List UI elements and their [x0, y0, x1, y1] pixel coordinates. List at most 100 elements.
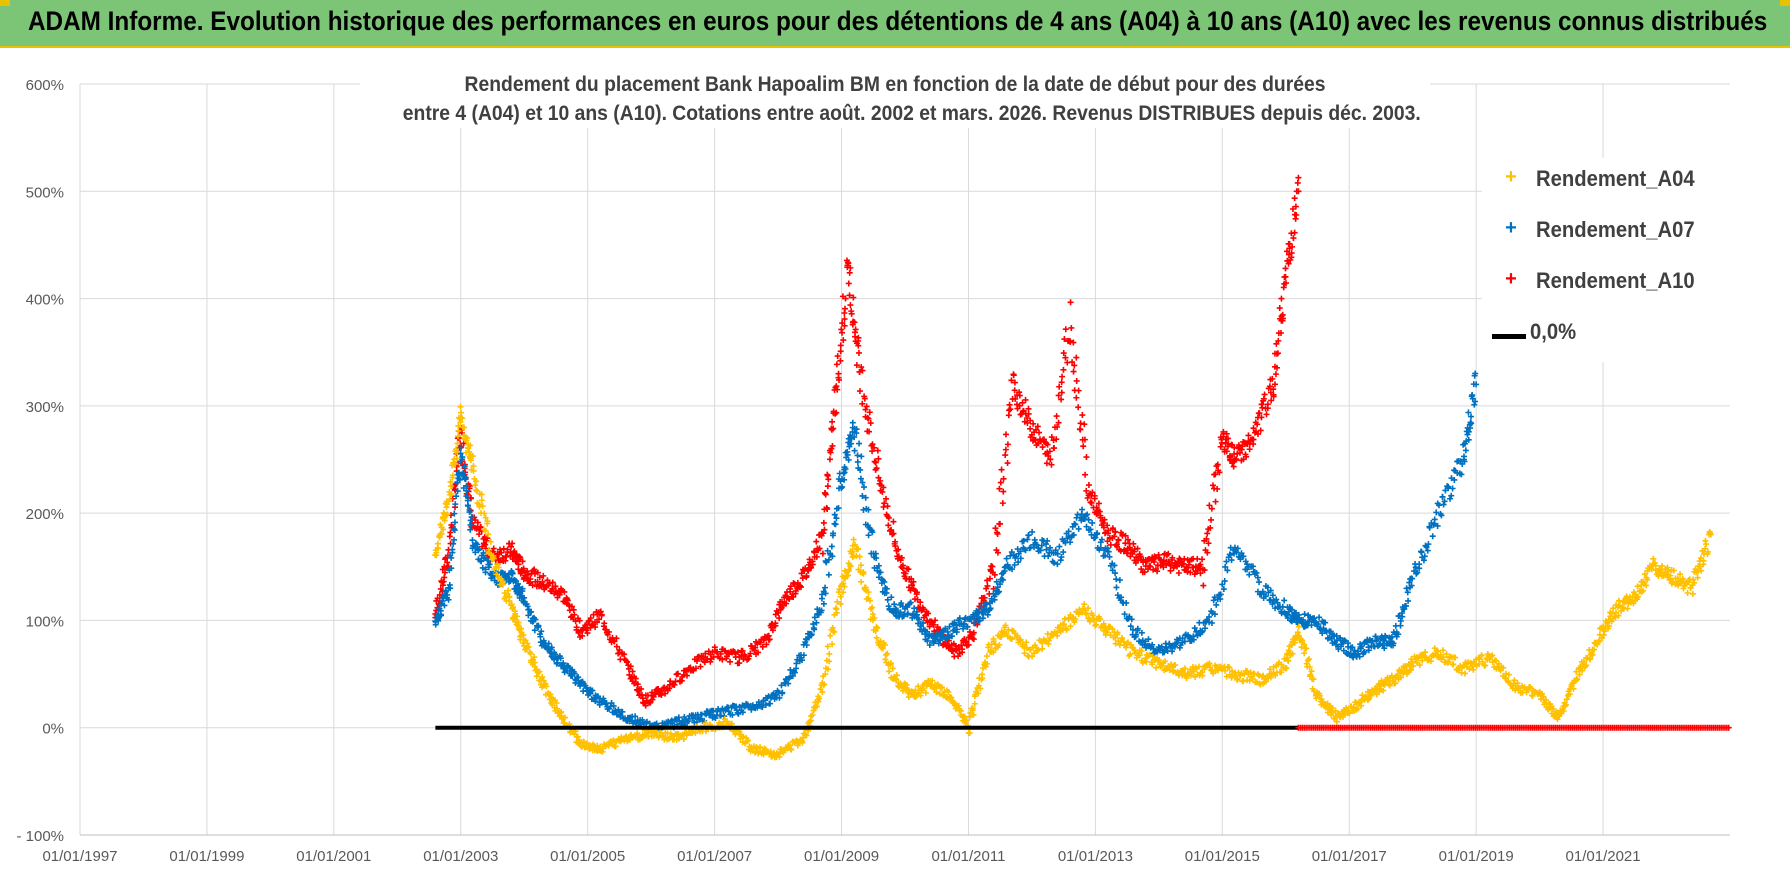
- data-point: [1295, 188, 1302, 195]
- data-point: [553, 660, 560, 667]
- data-point: [897, 609, 904, 616]
- data-point: [858, 453, 865, 460]
- data-point: [809, 558, 816, 565]
- data-point: [803, 572, 810, 579]
- data-point: [450, 540, 457, 547]
- data-point: [549, 579, 556, 586]
- data-point: [1047, 456, 1054, 463]
- data-point: [674, 670, 681, 677]
- data-point: [1233, 456, 1240, 463]
- data-point: [924, 637, 931, 644]
- data-point: [1039, 444, 1046, 451]
- data-point: [970, 636, 977, 643]
- data-point: [775, 609, 782, 616]
- data-point: [1208, 516, 1215, 523]
- data-point: [787, 583, 794, 590]
- data-point: [1206, 502, 1213, 509]
- data-point: [872, 459, 879, 466]
- data-point: [926, 642, 933, 649]
- data-point: [1088, 500, 1095, 507]
- data-point: [793, 660, 800, 667]
- data-point: [895, 546, 902, 553]
- data-point: [800, 652, 807, 659]
- data-point: [729, 711, 736, 718]
- data-point: [1011, 387, 1018, 394]
- data-point: [879, 488, 886, 495]
- data-point: [519, 558, 526, 565]
- x-tick-label: 01/01/2005: [550, 848, 625, 865]
- data-point: [992, 525, 999, 532]
- data-point: [1290, 235, 1297, 242]
- data-point: [953, 622, 960, 629]
- data-point: [1222, 563, 1229, 570]
- data-point: [1254, 421, 1261, 428]
- data-point: [1012, 395, 1019, 402]
- y-tick-label: - 100%: [16, 828, 64, 845]
- data-point: [1268, 397, 1275, 404]
- data-point: [846, 292, 853, 299]
- data-point: [568, 603, 575, 610]
- data-point: [857, 475, 864, 482]
- data-point: [839, 329, 846, 336]
- data-point: [886, 668, 893, 675]
- data-point: [710, 707, 717, 714]
- data-point: [1060, 549, 1067, 556]
- data-point: [793, 665, 800, 672]
- data-point: [624, 658, 631, 665]
- data-point: [697, 663, 704, 670]
- data-point: [1048, 434, 1055, 441]
- data-point: [858, 364, 865, 371]
- data-point: [1624, 605, 1631, 612]
- data-point: [1061, 336, 1068, 343]
- data-point: [987, 605, 994, 612]
- data-point: [989, 563, 996, 570]
- data-point: [468, 514, 475, 521]
- data-point: [519, 585, 526, 592]
- data-point: [1067, 299, 1074, 306]
- data-point: [861, 395, 868, 402]
- data-point: [845, 456, 852, 463]
- data-point: [803, 641, 810, 648]
- data-point: [1211, 594, 1218, 601]
- data-point: [1261, 391, 1268, 398]
- data-point: [1137, 553, 1144, 560]
- data-point: [1027, 425, 1034, 432]
- data-point: [448, 565, 455, 572]
- data-point: [1220, 586, 1227, 593]
- data-point: [554, 659, 561, 666]
- data-point: [1134, 625, 1141, 632]
- data-point: [1105, 548, 1112, 555]
- data-point: [855, 349, 862, 356]
- data-point: [832, 410, 839, 417]
- data-point: [451, 510, 458, 517]
- data-point: [882, 495, 889, 502]
- data-point: [851, 319, 858, 326]
- data-point: [587, 615, 594, 622]
- data-point: [1283, 280, 1289, 287]
- data-point: [858, 578, 865, 585]
- data-point: [907, 599, 914, 606]
- data-point: [1201, 567, 1208, 574]
- data-point: [1295, 174, 1302, 181]
- data-point: [766, 636, 773, 643]
- data-point: [874, 447, 881, 454]
- data-point: [847, 302, 854, 309]
- data-point: [516, 584, 523, 591]
- data-point: [1056, 383, 1063, 390]
- data-point: [1294, 179, 1301, 186]
- data-point: [1054, 561, 1061, 568]
- data-point: [739, 709, 746, 716]
- data-point: [610, 702, 617, 709]
- data-point: [1123, 599, 1130, 606]
- data-point: [825, 476, 832, 483]
- data-point: [448, 554, 455, 561]
- data-point: [822, 590, 829, 597]
- data-point: [1093, 511, 1100, 518]
- data-point: [870, 444, 877, 451]
- data-point: [735, 710, 742, 717]
- data-point: [970, 629, 977, 636]
- data-point: [994, 584, 1001, 591]
- data-point: [1081, 421, 1088, 428]
- data-point: [816, 545, 823, 552]
- data-point: [826, 650, 833, 657]
